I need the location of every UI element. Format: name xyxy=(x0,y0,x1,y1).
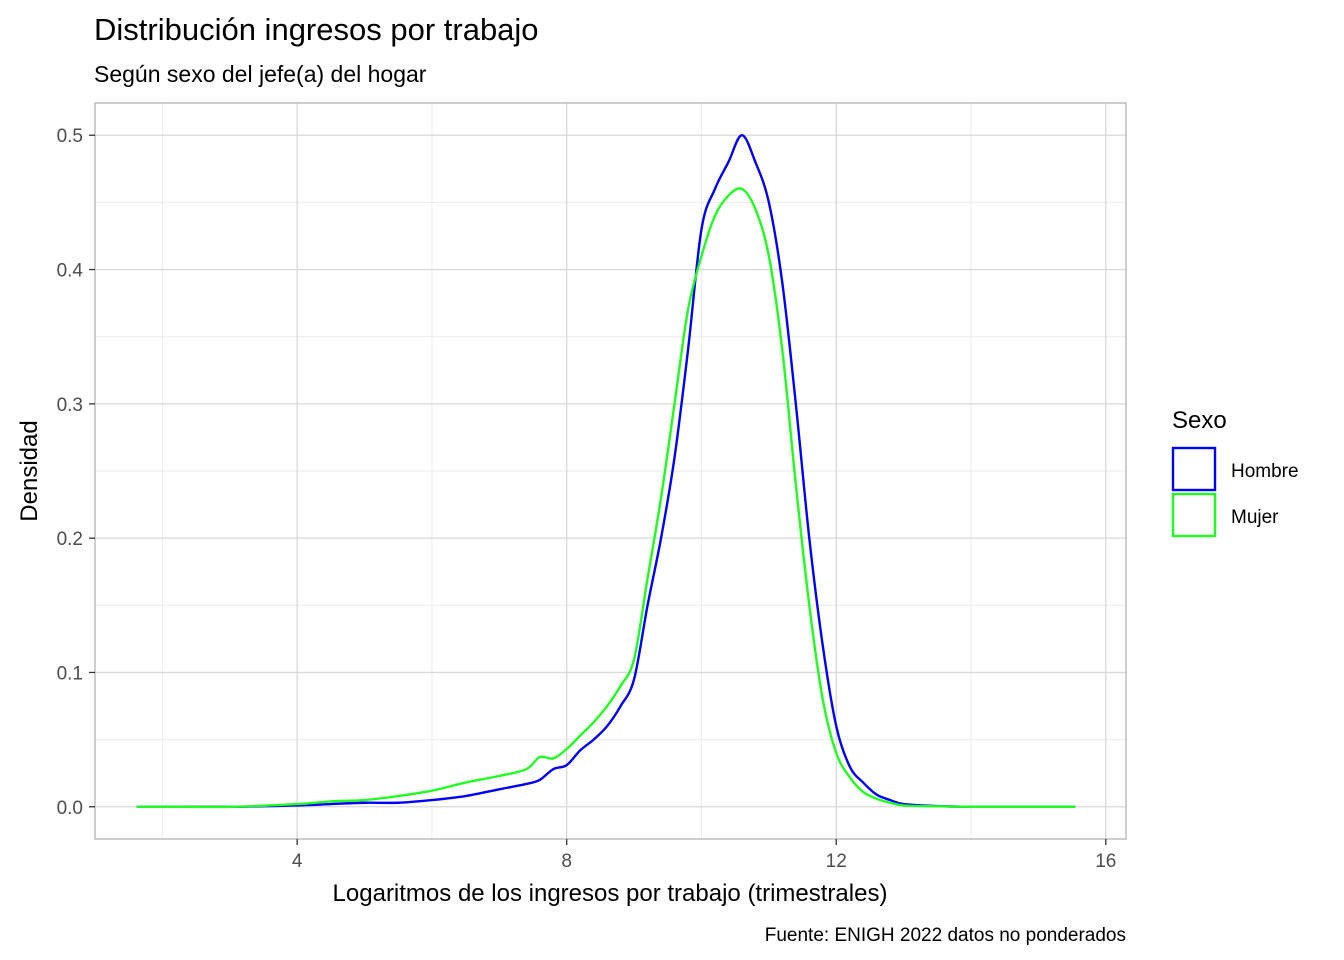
legend-key-mujer xyxy=(1171,492,1217,538)
chart-title: Distribución ingresos por trabajo xyxy=(94,12,539,47)
x-tick-label: 4 xyxy=(292,851,303,872)
chart-subtitle: Según sexo del jefe(a) del hogar xyxy=(94,61,427,87)
x-tick-label: 16 xyxy=(1095,851,1116,872)
series-line-hombre xyxy=(136,134,1076,809)
series-line-mujer xyxy=(136,187,1076,809)
chart-caption: Fuente: ENIGH 2022 datos no ponderados xyxy=(765,925,1126,946)
legend: Sexo Hombre Mujer xyxy=(1171,407,1299,538)
legend-label-hombre: Hombre xyxy=(1231,461,1299,482)
x-axis-title: Logaritmos de los ingresos por trabajo (… xyxy=(333,880,888,907)
x-tick-label: 8 xyxy=(561,851,572,872)
y-axis-title: Densidad xyxy=(16,420,43,521)
plot-area: 4 8 12 16 0.0 0.1 0.2 0.3 0.4 0.5 xyxy=(57,102,1127,872)
legend-key-hombre xyxy=(1171,446,1217,492)
legend-title: Sexo xyxy=(1172,407,1227,434)
legend-label-mujer: Mujer xyxy=(1231,507,1279,528)
x-tick-label: 12 xyxy=(826,851,847,872)
y-tick-label: 0.4 xyxy=(57,261,84,282)
y-tick-label: 0.2 xyxy=(57,529,83,550)
y-tick-label: 0.0 xyxy=(57,798,83,819)
y-tick-label: 0.1 xyxy=(57,663,83,684)
panel-border xyxy=(94,102,1127,840)
y-tick-label: 0.3 xyxy=(57,395,83,416)
y-tick-label: 0.5 xyxy=(57,126,83,147)
